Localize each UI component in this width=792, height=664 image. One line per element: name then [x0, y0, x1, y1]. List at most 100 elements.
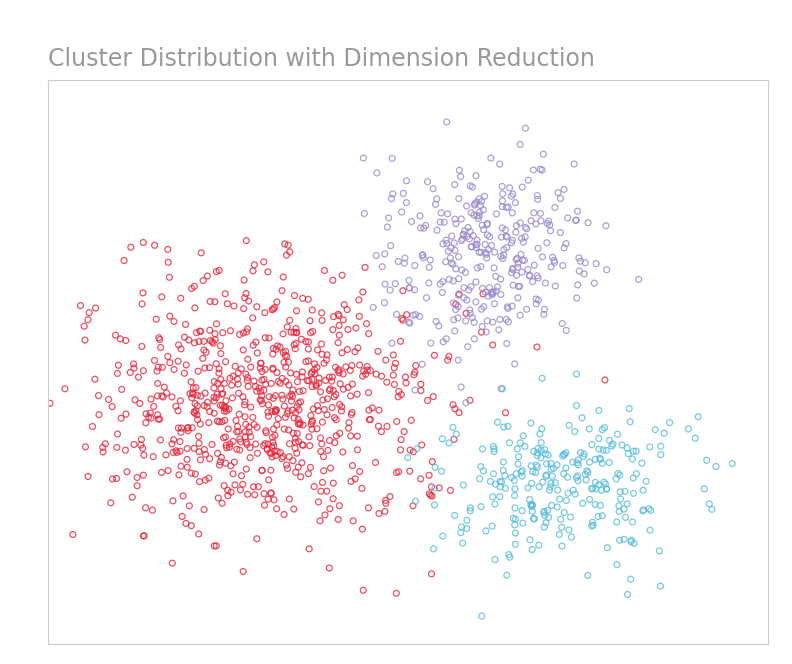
- Point: [252, 481, 265, 492]
- Point: [79, 442, 92, 452]
- Point: [257, 385, 270, 396]
- Point: [485, 290, 498, 300]
- Point: [266, 432, 279, 443]
- Point: [600, 445, 613, 456]
- Point: [323, 562, 336, 573]
- Point: [199, 388, 211, 398]
- Point: [527, 165, 539, 175]
- Point: [558, 468, 570, 479]
- Point: [321, 410, 333, 420]
- Point: [422, 278, 435, 288]
- Point: [128, 394, 141, 405]
- Point: [533, 481, 546, 492]
- Point: [311, 400, 324, 411]
- Point: [490, 208, 503, 219]
- Point: [255, 395, 268, 406]
- Point: [570, 369, 583, 379]
- Point: [262, 411, 275, 422]
- Point: [166, 495, 179, 506]
- Point: [550, 459, 563, 470]
- Point: [563, 420, 576, 431]
- Point: [208, 408, 220, 418]
- Point: [136, 288, 149, 298]
- Point: [356, 524, 369, 535]
- Point: [192, 336, 205, 347]
- Point: [507, 189, 520, 199]
- Point: [521, 483, 534, 493]
- Point: [269, 390, 282, 401]
- Point: [458, 292, 470, 303]
- Point: [106, 473, 119, 484]
- Point: [510, 220, 523, 231]
- Point: [383, 491, 396, 502]
- Point: [397, 188, 409, 199]
- Point: [726, 458, 739, 469]
- Point: [111, 368, 124, 378]
- Point: [315, 339, 328, 349]
- Point: [148, 355, 161, 366]
- Point: [574, 448, 587, 458]
- Point: [248, 260, 261, 270]
- Point: [381, 222, 394, 232]
- Point: [237, 391, 249, 402]
- Point: [215, 389, 228, 400]
- Point: [488, 298, 501, 309]
- Point: [316, 477, 329, 488]
- Point: [436, 531, 449, 541]
- Point: [516, 267, 528, 278]
- Point: [558, 450, 571, 460]
- Point: [621, 442, 634, 453]
- Point: [501, 421, 514, 432]
- Point: [506, 263, 519, 274]
- Point: [545, 464, 558, 475]
- Point: [531, 461, 544, 472]
- Point: [603, 457, 615, 468]
- Point: [539, 444, 551, 455]
- Point: [199, 475, 211, 485]
- Point: [455, 235, 468, 246]
- Point: [589, 477, 602, 487]
- Point: [409, 496, 422, 507]
- Point: [613, 535, 626, 546]
- Point: [292, 418, 305, 429]
- Point: [556, 318, 569, 329]
- Point: [268, 430, 281, 441]
- Point: [237, 345, 249, 355]
- Point: [398, 253, 411, 264]
- Point: [505, 191, 518, 201]
- Point: [531, 448, 544, 458]
- Point: [256, 374, 268, 385]
- Point: [304, 462, 317, 473]
- Point: [170, 447, 183, 457]
- Point: [389, 358, 402, 369]
- Point: [457, 229, 470, 240]
- Point: [408, 369, 421, 380]
- Point: [348, 347, 361, 357]
- Point: [548, 255, 561, 266]
- Point: [569, 489, 581, 499]
- Point: [438, 217, 451, 228]
- Point: [318, 404, 330, 415]
- Point: [512, 258, 524, 269]
- Point: [291, 401, 303, 412]
- Point: [257, 440, 270, 451]
- Point: [143, 412, 155, 422]
- Point: [373, 508, 386, 519]
- Point: [470, 239, 483, 250]
- Point: [515, 249, 527, 260]
- Point: [474, 461, 487, 472]
- Point: [487, 441, 500, 452]
- Point: [139, 408, 152, 419]
- Point: [155, 291, 168, 302]
- Point: [375, 426, 388, 437]
- Point: [387, 370, 400, 380]
- Point: [605, 441, 618, 452]
- Point: [543, 485, 556, 495]
- Point: [116, 384, 128, 394]
- Point: [618, 534, 630, 544]
- Point: [539, 278, 552, 288]
- Point: [375, 371, 388, 381]
- Point: [333, 311, 345, 321]
- Point: [455, 214, 467, 224]
- Point: [283, 452, 295, 462]
